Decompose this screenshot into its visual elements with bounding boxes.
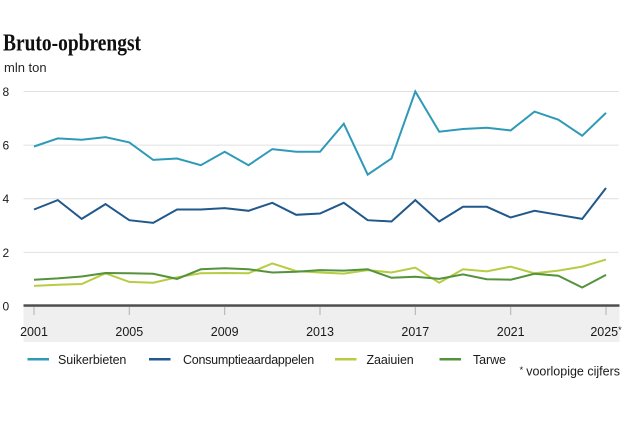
svg-text:2017: 2017 [401, 325, 429, 339]
svg-text:mln ton: mln ton [4, 60, 47, 75]
svg-text:2005: 2005 [115, 325, 143, 339]
svg-text:2: 2 [3, 246, 10, 260]
svg-text:8: 8 [3, 85, 10, 99]
svg-text:Zaaiuien: Zaaiuien [367, 353, 414, 367]
svg-text:2001: 2001 [20, 325, 48, 339]
svg-text:0: 0 [3, 300, 10, 314]
svg-text:2025*: 2025* [590, 325, 622, 339]
svg-text:2009: 2009 [211, 325, 239, 339]
svg-text:2013: 2013 [306, 325, 334, 339]
svg-text:4: 4 [3, 192, 10, 206]
svg-text:Bruto-opbrengst: Bruto-opbrengst [3, 31, 141, 57]
svg-text:Suikerbieten: Suikerbieten [58, 353, 126, 367]
svg-text:Tarwe: Tarwe [473, 353, 506, 367]
svg-text:2021: 2021 [497, 325, 525, 339]
svg-text:6: 6 [3, 139, 10, 153]
svg-text:Consumptieaardappelen: Consumptieaardappelen [183, 353, 314, 367]
svg-text:*voorlopige cijfers: * voorlopige cijfers [520, 365, 621, 379]
